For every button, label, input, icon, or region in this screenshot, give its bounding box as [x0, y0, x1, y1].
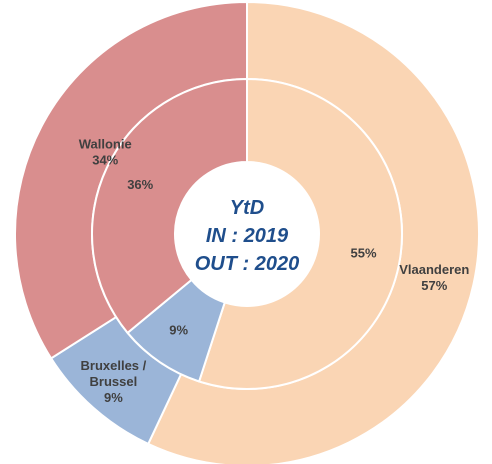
outer-name-label-vlaanderen: Vlaanderen — [399, 262, 469, 277]
outer-name-label-bruxelles-brussel: Bruxelles / — [81, 358, 147, 373]
center-in-year: IN : 2019 — [206, 225, 289, 247]
inner-value-label-wallonie: 36% — [127, 177, 153, 192]
center-hole — [175, 162, 319, 306]
center-out-year: OUT : 2020 — [195, 253, 299, 275]
inner-value-label-bruxelles-brussel: 9% — [169, 323, 188, 338]
outer-name-label-wallonie: Wallonie — [79, 137, 132, 152]
inner-value-label-vlaanderen: 55% — [351, 245, 377, 260]
inner-ring — [91, 77, 403, 390]
outer-value-label-bruxelles-brussel: 9% — [104, 390, 123, 405]
outer-name-label-bruxelles-brussel: Brussel — [90, 374, 138, 389]
outer-value-label-wallonie: 34% — [92, 153, 118, 168]
center-title: YtD — [230, 197, 264, 219]
outer-value-label-vlaanderen: 57% — [421, 278, 447, 293]
